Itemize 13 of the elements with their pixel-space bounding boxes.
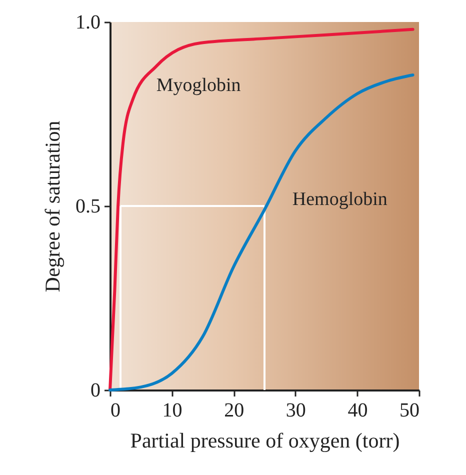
x-tick-label: 20 (224, 400, 244, 422)
x-tick-label: 30 (286, 400, 306, 422)
y-tick-label: 0.5 (76, 196, 100, 218)
y-axis-title: Degree of saturation (40, 120, 64, 292)
y-tick-label: 1.0 (76, 12, 100, 34)
x-tick-label: 50 (400, 400, 420, 422)
series-label: Myoglobin (156, 75, 242, 96)
x-tick-label: 0 (110, 400, 120, 422)
x-tick-label: 40 (348, 400, 368, 422)
series-label: Hemoglobin (292, 188, 388, 210)
x-axis-title: Partial pressure of oxygen (torr) (130, 428, 400, 452)
y-tick-label: 0 (90, 380, 100, 402)
x-tick-label: 10 (162, 400, 182, 422)
